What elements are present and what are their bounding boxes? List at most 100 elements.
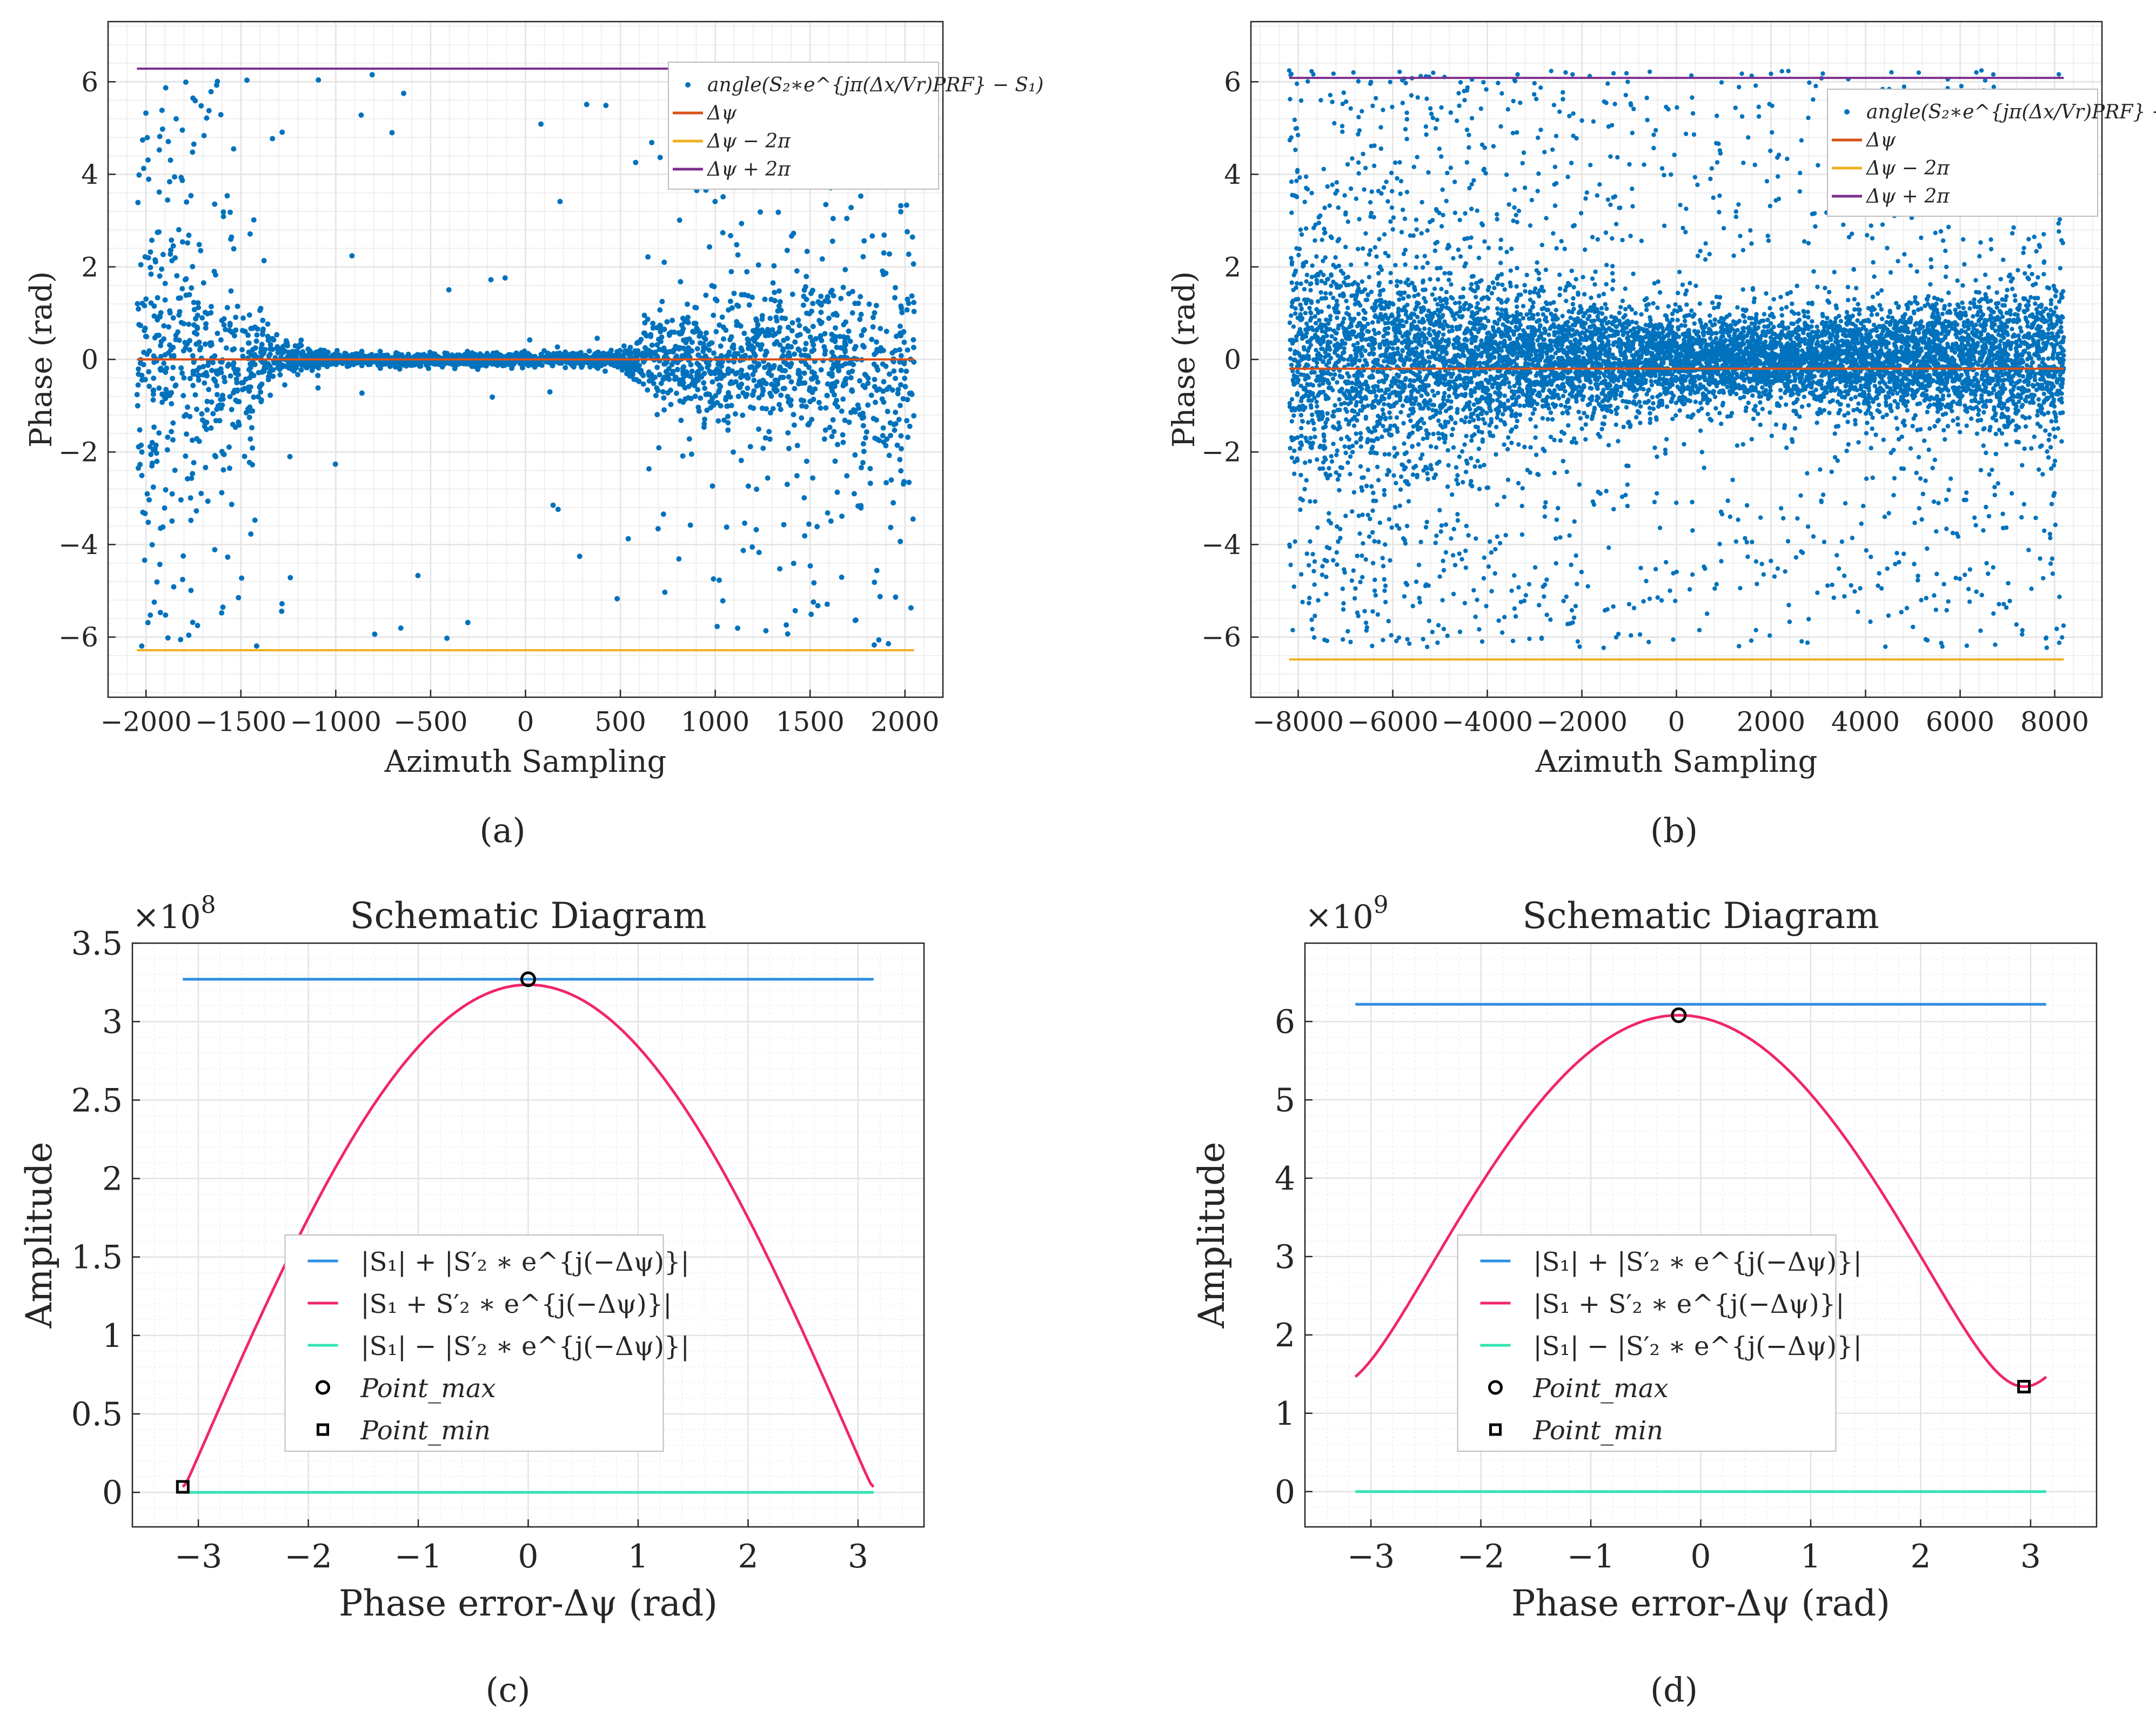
data-point [788, 233, 794, 239]
data-point [658, 323, 664, 329]
data-point [332, 352, 338, 358]
data-point [1395, 346, 1400, 351]
data-point [649, 139, 655, 145]
data-point [823, 202, 829, 208]
data-point [1414, 265, 1418, 270]
data-point [1641, 386, 1646, 392]
data-point [1744, 539, 1749, 545]
data-point [898, 333, 904, 339]
data-point [1753, 83, 1758, 88]
data-point [177, 295, 183, 301]
data-point [872, 384, 878, 390]
data-point [202, 341, 208, 347]
data-point [1678, 203, 1683, 208]
data-point [802, 380, 808, 386]
data-point [1993, 642, 1998, 648]
data-point [747, 364, 753, 370]
data-point [791, 560, 796, 566]
data-point [859, 332, 865, 338]
data-point [1627, 304, 1632, 309]
data-point [692, 393, 698, 399]
data-point [171, 353, 177, 358]
data-point [897, 347, 902, 353]
data-point [654, 412, 660, 418]
data-point [1335, 380, 1340, 385]
data-point [825, 294, 831, 300]
data-point [1494, 424, 1499, 430]
data-point [872, 351, 878, 357]
data-point [724, 524, 729, 530]
data-point [162, 505, 168, 511]
data-point [229, 406, 235, 412]
y-tick-label: −6 [58, 622, 98, 653]
data-point [739, 381, 745, 387]
data-point [2049, 419, 2054, 424]
data-point [780, 348, 786, 353]
data-point [204, 407, 210, 413]
data-point [819, 256, 825, 262]
data-point [1569, 439, 1575, 445]
data-point [144, 491, 150, 497]
data-point [242, 453, 247, 459]
data-point [1858, 409, 1863, 414]
data-point [157, 134, 163, 139]
data-point [258, 399, 264, 404]
data-point [865, 375, 871, 381]
data-point [287, 575, 293, 580]
data-point [871, 416, 876, 422]
data-point [700, 349, 706, 355]
data-point [222, 379, 227, 385]
data-point [905, 435, 910, 440]
data-point [898, 403, 903, 409]
data-point [727, 298, 733, 304]
data-point [187, 413, 193, 419]
data-point [848, 205, 854, 210]
data-point [228, 288, 234, 294]
data-point [246, 349, 252, 355]
data-point [139, 472, 145, 478]
data-point [745, 293, 751, 299]
data-point [378, 351, 384, 357]
data-point [1475, 425, 1480, 430]
data-point [765, 326, 771, 332]
data-point [1968, 416, 1974, 421]
data-point [139, 643, 145, 649]
data-point [208, 304, 214, 310]
data-point [640, 381, 646, 387]
data-point [839, 513, 845, 519]
data-point [177, 309, 183, 315]
data-point [831, 362, 836, 368]
data-point [179, 286, 185, 292]
data-point [892, 428, 898, 433]
data-point [190, 383, 196, 389]
data-point [679, 353, 685, 359]
data-point [165, 197, 171, 203]
data-point [201, 133, 207, 138]
data-point [725, 420, 731, 426]
data-point [210, 359, 216, 365]
data-point [154, 579, 160, 585]
data-point [1874, 328, 1879, 333]
data-point [1929, 265, 1934, 270]
data-point [838, 296, 844, 302]
data-point [901, 479, 907, 485]
data-point [745, 375, 751, 381]
data-point [220, 213, 226, 219]
data-point [151, 375, 157, 381]
data-point [713, 329, 719, 335]
data-point [681, 364, 687, 370]
data-point [795, 317, 801, 323]
data-point [179, 239, 185, 245]
data-point [649, 377, 655, 383]
data-point [732, 351, 738, 357]
data-point [1351, 568, 1356, 573]
data-point [822, 427, 828, 433]
data-point [1625, 482, 1630, 487]
data-point [214, 392, 220, 398]
data-point [759, 405, 765, 411]
data-point [1321, 166, 1326, 171]
data-point [709, 395, 715, 401]
data-point [619, 367, 625, 373]
data-point [167, 310, 173, 316]
data-point [221, 316, 227, 322]
